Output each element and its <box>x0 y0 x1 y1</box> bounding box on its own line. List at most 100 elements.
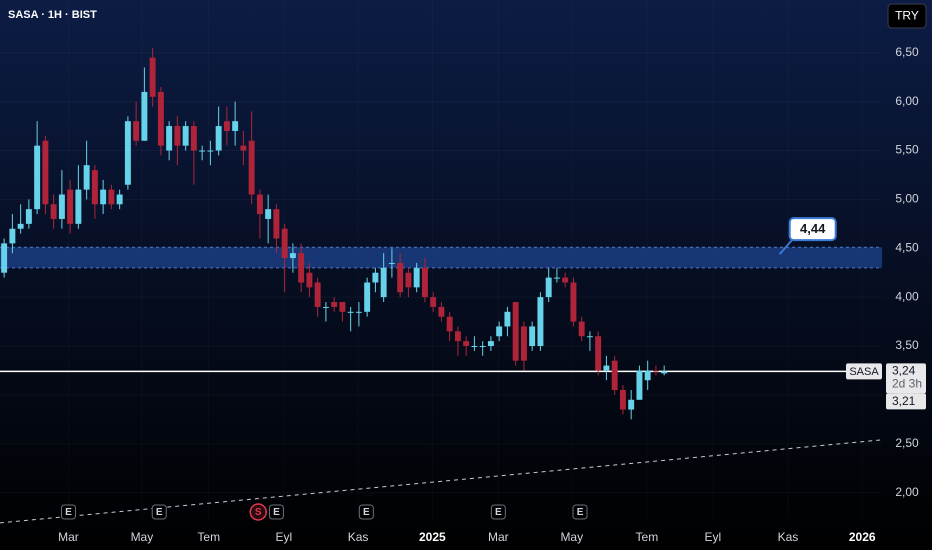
candle-body <box>116 194 123 205</box>
currency-label[interactable]: TRY <box>895 9 919 23</box>
event-label: E <box>577 507 584 518</box>
event-label: S <box>255 507 262 518</box>
x-tick-label: Tem <box>197 530 220 544</box>
candle-body <box>644 370 651 381</box>
last-price-tag <box>886 363 926 394</box>
candle-body <box>248 140 255 195</box>
candle-body <box>553 277 560 279</box>
candle-body <box>364 282 371 312</box>
candle-body <box>273 209 280 239</box>
event-marker <box>60 504 76 520</box>
candle-body <box>355 311 362 313</box>
candle-body <box>397 262 404 293</box>
y-tick-label: 4,00 <box>895 289 919 303</box>
candle-body <box>603 365 610 371</box>
candle-body <box>595 336 602 371</box>
candle-body <box>124 121 131 185</box>
candle-body <box>240 145 247 151</box>
candle-body <box>339 302 346 312</box>
prev-close-label: 3,21 <box>892 394 916 408</box>
currency-button[interactable] <box>887 3 927 29</box>
candle-body <box>149 57 156 97</box>
candle-body <box>223 121 230 131</box>
candle-body <box>199 150 206 152</box>
candle-body <box>405 272 412 288</box>
candle-body <box>58 194 65 219</box>
y-tick-label: 3,50 <box>895 338 919 352</box>
y-tick-label: 6,50 <box>895 45 919 59</box>
candle-body <box>75 189 82 224</box>
symbol-tag <box>846 363 882 380</box>
x-tick-label: Kas <box>348 530 369 544</box>
price-zone <box>0 247 882 268</box>
candle-body <box>306 272 313 288</box>
y-tick-label: 4,50 <box>895 240 919 254</box>
candle-body <box>331 302 338 307</box>
candle-body <box>652 370 659 372</box>
candle-body <box>34 145 41 210</box>
countdown-label: 2d 3h <box>892 377 922 391</box>
candle-body <box>232 121 239 131</box>
event-label: E <box>495 507 502 518</box>
candle-body <box>545 277 552 298</box>
candle-body <box>298 253 305 283</box>
candle-body <box>347 311 354 313</box>
candle-body <box>182 126 189 146</box>
candle-body <box>372 272 379 283</box>
candle-body <box>438 306 445 317</box>
candle-body <box>520 326 527 361</box>
candle-body <box>281 228 288 259</box>
y-tick-label: 6,00 <box>895 94 919 108</box>
candle-body <box>322 306 329 308</box>
candle-body <box>487 341 494 347</box>
candle-body <box>83 165 90 190</box>
candle-body <box>636 370 643 400</box>
candle-body <box>133 121 140 141</box>
x-tick-label: Tem <box>636 530 659 544</box>
candle-body <box>215 126 222 151</box>
axes: 2,002,503,003,504,004,505,005,506,006,50… <box>58 45 919 544</box>
event-marker <box>249 503 267 521</box>
callout-pointer <box>778 237 795 255</box>
candle-body <box>586 336 593 338</box>
chart-title: SASA · 1H · BIST <box>8 9 97 21</box>
candle-body <box>314 282 321 307</box>
y-tick-label: 2,50 <box>895 436 919 450</box>
candle-body <box>17 223 24 229</box>
candle-body <box>190 126 197 151</box>
candle-body <box>108 189 115 205</box>
symbol-tag-label: SASA <box>849 366 879 378</box>
candle-body <box>430 297 437 307</box>
x-tick-label: Mar <box>488 530 509 544</box>
x-tick-label: May <box>131 530 154 544</box>
candle-body <box>454 331 461 342</box>
event-label: E <box>65 507 72 518</box>
candle-body <box>512 302 519 361</box>
x-tick-label: 2025 <box>419 530 446 544</box>
candle-body <box>562 277 569 283</box>
candle-body <box>265 209 272 219</box>
candle-body <box>67 189 74 224</box>
candle-body <box>207 150 214 152</box>
candle-body <box>463 341 470 347</box>
candle-body <box>9 228 16 244</box>
plot-area <box>0 47 882 524</box>
candle-body <box>570 282 577 322</box>
event-marker <box>490 504 506 520</box>
candle-body <box>42 140 49 205</box>
candle-body <box>25 209 32 224</box>
candle-body <box>157 91 164 146</box>
candle-body <box>421 267 428 298</box>
x-tick-label: 2026 <box>849 530 876 544</box>
callout-label: 4,44 <box>800 221 826 236</box>
prev-close-tag <box>886 393 926 410</box>
event-marker <box>151 504 167 520</box>
candle-body <box>380 267 387 298</box>
event-marker <box>268 504 284 520</box>
candle-body <box>537 297 544 347</box>
y-tick-label: 2,00 <box>895 485 919 499</box>
candle-body <box>471 346 478 348</box>
candle-body <box>529 326 536 347</box>
event-marker <box>572 504 588 520</box>
